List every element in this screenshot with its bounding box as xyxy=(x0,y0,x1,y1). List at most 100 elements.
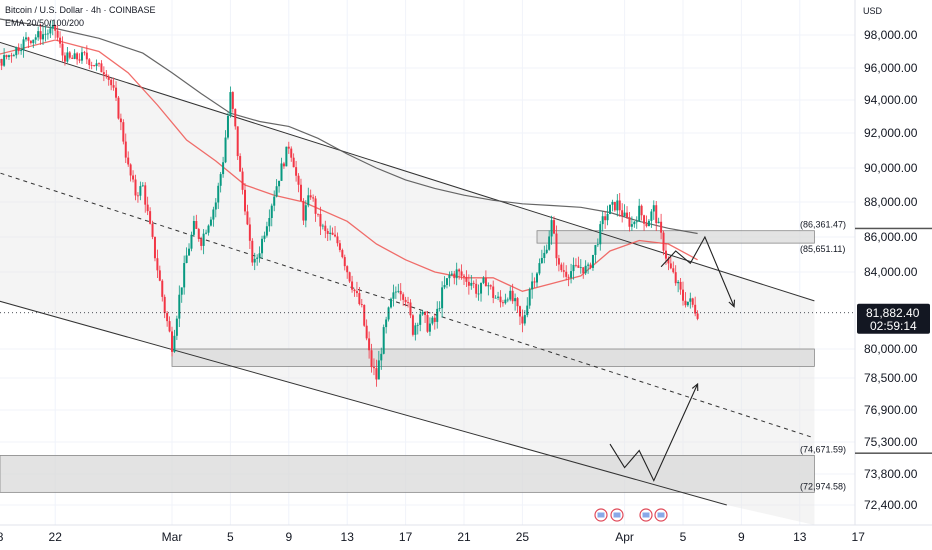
candle-body[interactable] xyxy=(441,287,444,309)
candle-body[interactable] xyxy=(358,293,361,305)
candle-body[interactable] xyxy=(136,195,139,197)
candle-body[interactable] xyxy=(543,252,546,258)
candle-body[interactable] xyxy=(248,224,251,241)
candle-body[interactable] xyxy=(222,162,225,175)
candle-body[interactable] xyxy=(611,201,614,205)
candle-body[interactable] xyxy=(25,37,27,40)
candle-body[interactable] xyxy=(295,167,298,176)
candle-body[interactable] xyxy=(533,281,536,283)
candle-body[interactable] xyxy=(234,108,237,127)
candle-body[interactable] xyxy=(329,232,332,234)
candle-body[interactable] xyxy=(504,299,507,304)
candle-body[interactable] xyxy=(256,257,259,259)
candle-body[interactable] xyxy=(51,25,54,29)
candle-body[interactable] xyxy=(314,198,317,214)
candle-body[interactable] xyxy=(66,52,69,62)
candle-body[interactable] xyxy=(217,185,220,203)
candle-body[interactable] xyxy=(587,264,590,266)
candle-body[interactable] xyxy=(134,179,137,196)
candle-body[interactable] xyxy=(553,220,556,234)
candle-body[interactable] xyxy=(163,296,166,314)
candle-body[interactable] xyxy=(402,294,405,300)
candle-body[interactable] xyxy=(664,250,667,259)
candle-body[interactable] xyxy=(34,37,37,40)
candle-body[interactable] xyxy=(526,305,529,316)
candle-body[interactable] xyxy=(299,184,302,201)
candle-body[interactable] xyxy=(514,298,517,302)
candles[interactable] xyxy=(0,19,699,387)
candle-body[interactable] xyxy=(589,264,592,268)
candle-body[interactable] xyxy=(655,205,658,224)
candle-body[interactable] xyxy=(290,148,293,158)
candle-body[interactable] xyxy=(185,255,188,264)
candle-body[interactable] xyxy=(652,205,655,212)
candle-body[interactable] xyxy=(278,180,281,187)
candle-body[interactable] xyxy=(540,257,543,264)
candle-body[interactable] xyxy=(42,34,45,40)
candle-body[interactable] xyxy=(645,223,648,227)
candle-body[interactable] xyxy=(613,201,616,211)
candle-body[interactable] xyxy=(37,31,40,38)
candle-body[interactable] xyxy=(428,323,431,332)
candle-body[interactable] xyxy=(95,63,98,67)
candle-body[interactable] xyxy=(409,302,412,316)
candle-body[interactable] xyxy=(472,282,475,284)
candle-body[interactable] xyxy=(618,200,621,211)
candle-body[interactable] xyxy=(63,55,66,62)
candle-body[interactable] xyxy=(511,290,514,302)
candle-body[interactable] xyxy=(450,273,453,275)
candle-body[interactable] xyxy=(584,265,587,274)
candle-body[interactable] xyxy=(309,195,312,198)
candle-body[interactable] xyxy=(188,248,191,256)
candle-body[interactable] xyxy=(326,231,329,234)
candle-body[interactable] xyxy=(370,350,373,368)
candle-body[interactable] xyxy=(127,157,130,165)
candle-body[interactable] xyxy=(90,65,93,66)
candle-body[interactable] xyxy=(88,59,91,66)
candle-body[interactable] xyxy=(302,200,305,221)
candle-body[interactable] xyxy=(360,304,363,305)
candle-body[interactable] xyxy=(528,289,531,306)
candle-body[interactable] xyxy=(372,367,375,369)
candle-body[interactable] xyxy=(44,33,47,35)
candle-body[interactable] xyxy=(448,274,451,279)
candle-body[interactable] xyxy=(482,277,485,283)
candle-body[interactable] xyxy=(219,174,222,186)
candle-body[interactable] xyxy=(677,281,680,284)
candle-body[interactable] xyxy=(192,221,195,235)
candle-body[interactable] xyxy=(501,302,504,304)
candle-body[interactable] xyxy=(321,225,324,227)
candle-body[interactable] xyxy=(667,258,670,264)
candle-body[interactable] xyxy=(224,137,227,163)
candle-body[interactable] xyxy=(414,325,417,335)
candle-body[interactable] xyxy=(487,285,490,287)
candle-body[interactable] xyxy=(385,319,388,328)
candle-body[interactable] xyxy=(122,122,125,142)
candle-body[interactable] xyxy=(591,254,594,268)
candle-body[interactable] xyxy=(555,233,558,259)
candle-body[interactable] xyxy=(567,276,570,278)
candle-body[interactable] xyxy=(132,175,135,180)
candle-body[interactable] xyxy=(59,37,62,44)
candle-body[interactable] xyxy=(200,238,203,246)
candle-body[interactable] xyxy=(394,291,397,293)
candle-body[interactable] xyxy=(606,213,609,221)
candle-body[interactable] xyxy=(324,225,327,232)
candle-body[interactable] xyxy=(83,52,86,54)
candle-body[interactable] xyxy=(268,217,271,227)
candle-body[interactable] xyxy=(207,225,210,233)
candle-body[interactable] xyxy=(390,298,392,308)
candle-body[interactable] xyxy=(416,324,419,326)
candle-body[interactable] xyxy=(691,298,694,305)
candle-body[interactable] xyxy=(197,228,200,239)
candle-body[interactable] xyxy=(307,195,310,206)
candle-body[interactable] xyxy=(263,235,266,239)
candle-body[interactable] xyxy=(241,171,244,190)
candle-body[interactable] xyxy=(105,74,108,77)
candle-body[interactable] xyxy=(601,216,604,225)
candle-body[interactable] xyxy=(115,87,118,98)
candle-body[interactable] xyxy=(433,317,436,322)
candle-body[interactable] xyxy=(0,58,3,66)
candle-body[interactable] xyxy=(679,281,682,290)
candle-body[interactable] xyxy=(29,40,32,44)
